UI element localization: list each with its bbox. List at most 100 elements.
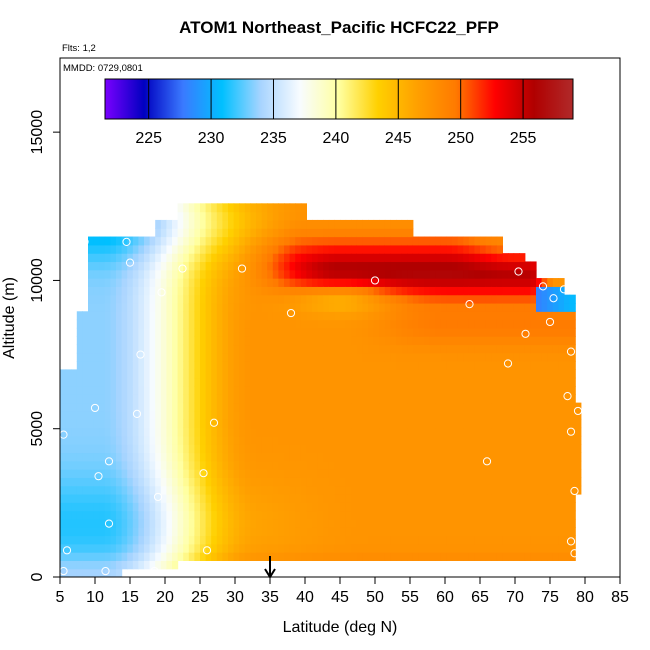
heatmap-cell [412,493,419,503]
heatmap-cell [564,518,571,528]
heatmap-cell [362,402,369,412]
heatmap-cell [328,352,335,362]
heatmap-cell [121,435,128,445]
heatmap-cell [256,477,263,487]
heatmap-cell [356,460,363,470]
heatmap-cell [351,236,358,246]
heatmap-cell [496,311,503,321]
heatmap-cell [452,502,459,512]
heatmap-cell [256,369,263,379]
heatmap-cell [132,236,139,246]
heatmap-cell [278,460,285,470]
heatmap-cell [177,253,184,263]
heatmap-cell [149,344,156,354]
heatmap-cell [558,361,565,370]
heatmap-cell [530,527,537,537]
heatmap-cell [104,369,111,379]
heatmap-cell [183,435,190,445]
heatmap-cell [401,444,408,454]
heatmap-cell [172,377,179,387]
heatmap-cell [502,386,509,395]
heatmap-cell [513,527,520,537]
heatmap-cell [278,219,285,229]
heatmap-cell [295,352,302,362]
heatmap-cell [362,427,369,437]
heatmap-cell [205,261,212,271]
heatmap-cell [463,286,470,296]
heatmap-cell [306,485,313,495]
heatmap-cell [121,394,128,404]
heatmap-cell [502,377,509,387]
x-tick-label: 40 [296,589,314,606]
heatmap-cell [99,253,106,263]
heatmap-cell [216,435,223,445]
heatmap-cell [93,336,100,346]
heatmap-cell [485,435,492,445]
heatmap-cell [228,327,235,337]
heatmap-cell [496,253,503,263]
heatmap-cell [379,336,386,346]
heatmap-cell [502,460,509,470]
heatmap-cell [222,493,229,503]
heatmap-cell [222,452,229,462]
heatmap-cell [530,485,537,495]
heatmap-cell [401,253,408,263]
heatmap-cell [228,377,235,387]
heatmap-cell [132,319,139,329]
heatmap-cell [440,319,447,329]
heatmap-cell [205,344,212,354]
heatmap-cell [373,336,380,346]
heatmap-cell [564,485,571,495]
heatmap-cell [474,427,481,437]
heatmap-cell [172,344,179,354]
heatmap-cell [121,361,128,370]
heatmap-cell [256,228,263,238]
heatmap-cell [188,228,195,238]
heatmap-cell [211,435,218,445]
heatmap-cell [351,527,358,537]
heatmap-cell [76,452,83,462]
heatmap-cell [110,344,117,354]
sample-point [60,430,68,439]
heatmap-cell [317,327,324,337]
heatmap-cell [93,452,100,462]
heatmap-cell [480,361,487,370]
heatmap-cell [284,394,291,404]
heatmap-cell [373,219,380,229]
heatmap-cell [547,477,554,487]
heatmap-cell [435,361,442,370]
heatmap-cell [233,269,240,279]
heatmap-cell [317,410,324,420]
heatmap-cell [390,485,397,495]
heatmap-cell [104,253,111,263]
heatmap-cell [474,278,481,287]
heatmap-cell [474,244,481,254]
heatmap-cell [485,361,492,370]
heatmap-cell [172,336,179,346]
heatmap-cell [172,444,179,454]
heatmap-cell [216,460,223,470]
heatmap-cell [300,410,307,420]
heatmap-cell [228,543,235,553]
heatmap-cell [440,493,447,503]
heatmap-cell [127,286,134,296]
heatmap-cell [127,485,134,495]
heatmap-cell [188,203,195,213]
heatmap-cell [552,469,559,478]
heatmap-cell [300,244,307,254]
heatmap-cell [496,493,503,503]
heatmap-cell [485,543,492,553]
heatmap-cell [71,552,78,561]
heatmap-cell [407,278,414,287]
heatmap-cell [93,269,100,279]
heatmap-cell [127,278,134,287]
heatmap-cell [536,344,543,354]
heatmap-cell [166,352,173,362]
heatmap-cell [261,427,268,437]
heatmap-cell [172,352,179,362]
heatmap-cell [261,444,268,454]
heatmap-cell [250,518,257,528]
heatmap-cell [424,469,431,478]
heatmap-cell [373,253,380,263]
heatmap-cell [474,493,481,503]
